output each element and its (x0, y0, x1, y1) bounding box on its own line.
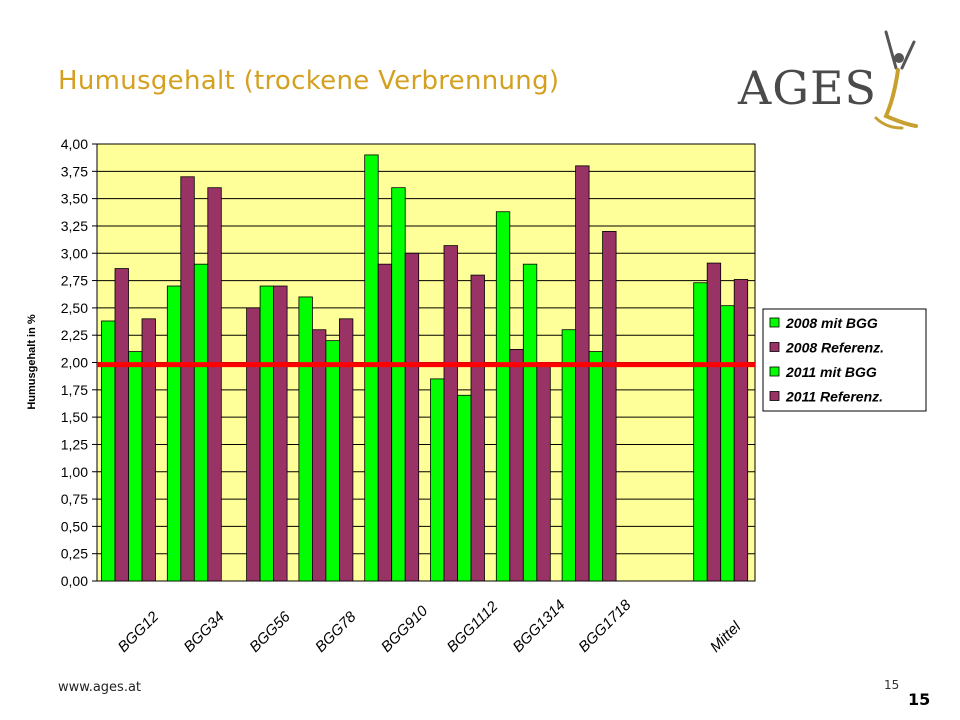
x-tick-label: BGG12 (115, 608, 163, 656)
y-tick-label: 1,25 (61, 436, 88, 452)
bar (404, 252, 420, 582)
y-tick-label: 4,00 (61, 136, 88, 152)
bar (693, 282, 708, 582)
x-tick-label: BGG1314 (510, 597, 569, 656)
bar (180, 176, 195, 582)
bar (259, 285, 275, 582)
legend-swatch (769, 317, 780, 328)
bar (338, 318, 354, 582)
bar (561, 329, 576, 582)
x-tick-label: BGG1718 (575, 596, 635, 656)
y-tick-label: 3,50 (61, 191, 88, 207)
legend: 2008 mit BGG 2008 Referenz. 2011 mit BGG 20… (762, 308, 927, 412)
x-tick-label: BGG1112 (444, 598, 502, 656)
bar (311, 329, 327, 582)
x-tick-label: BGG56 (246, 608, 294, 656)
ages-logo: AGES (737, 30, 918, 130)
bar (114, 268, 129, 582)
legend-swatch (769, 366, 780, 377)
x-tick-label: BGG78 (312, 608, 360, 656)
bar (509, 348, 524, 582)
y-tick-label: 1,50 (61, 409, 88, 425)
y-tick-label: 1,75 (61, 382, 88, 398)
bars (101, 154, 749, 582)
logo-text: AGES (737, 61, 877, 115)
bar (470, 274, 485, 582)
y-tick-label: 0,25 (61, 546, 88, 562)
bar (536, 362, 551, 582)
y-tick-label: 2,75 (61, 273, 88, 289)
bar (377, 263, 393, 582)
bar (207, 187, 222, 582)
footer-url[interactable]: www.ages.at (58, 680, 142, 695)
bar (193, 263, 209, 582)
bar (166, 285, 182, 582)
bar (101, 320, 116, 582)
legend-swatch (769, 342, 780, 352)
y-tick-label: 2,50 (61, 300, 88, 316)
bar (246, 307, 261, 582)
y-tick-label: 0,75 (61, 491, 88, 507)
legend-label: 2008 mit BGG (785, 315, 878, 331)
legend-label: 2011 Referenz. (785, 389, 883, 405)
legend-swatch (769, 391, 780, 401)
x-tick-label: BGG910 (378, 602, 432, 656)
y-tick-label: 0,50 (61, 518, 88, 534)
page-number-small: 15 (884, 678, 900, 692)
y-tick-label: 2,25 (61, 327, 88, 343)
y-tick-label: 3,75 (61, 163, 88, 179)
bar (575, 165, 590, 582)
bar (495, 211, 511, 582)
bar (706, 262, 722, 582)
legend-label: 2008 Referenz. (785, 340, 884, 356)
y-tick-label: 3,00 (61, 245, 88, 261)
bar (430, 378, 445, 582)
bar (273, 285, 288, 582)
bar (588, 351, 603, 582)
page-number: 15 (908, 690, 931, 709)
bar (443, 245, 458, 582)
logo-figure-icon (874, 30, 918, 130)
x-tick-label: Mittel (707, 618, 745, 656)
bar (128, 351, 143, 582)
y-tick-label: 1,00 (61, 464, 88, 480)
y-axis-ticks: 0,00 0,25 0,50 0,75 1,00 1,25 1,50 1,75 2,00 2,25… (61, 136, 97, 589)
y-tick-label: 2,00 (61, 355, 88, 371)
bar (298, 296, 313, 582)
legend-box (762, 308, 927, 412)
bar (141, 318, 156, 582)
bar (457, 394, 472, 582)
y-axis-label: Humusgehalt in % (26, 314, 38, 410)
bar (720, 305, 735, 582)
bar (733, 279, 749, 582)
bar (364, 154, 379, 582)
x-axis-labels: BGG12 BGG34 BGG56 BGG78 BGG910 BGG1112 BGG1314… (115, 596, 745, 656)
slide-title: Humusgehalt (trockene Verbrennung) (58, 66, 560, 96)
y-tick-label: 0,00 (61, 573, 88, 589)
bar (391, 187, 406, 582)
bar (602, 230, 617, 582)
y-tick-label: 3,25 (61, 218, 88, 234)
bar (325, 340, 340, 582)
legend-label: 2011 mit BGG (785, 364, 877, 380)
bar (522, 263, 538, 582)
x-tick-label: BGG34 (181, 608, 228, 655)
